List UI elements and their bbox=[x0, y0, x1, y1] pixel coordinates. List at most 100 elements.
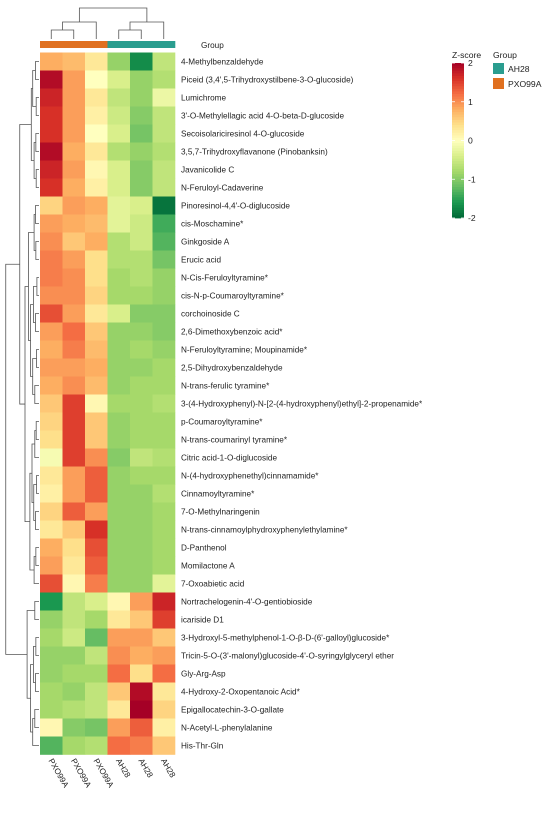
heatmap-cell bbox=[85, 592, 108, 611]
row-label: Epigallocatechin-3-O-gallate bbox=[181, 706, 284, 715]
heatmap-cell bbox=[40, 538, 63, 557]
heatmap-cell bbox=[85, 232, 108, 251]
heatmap-cell bbox=[130, 736, 153, 755]
group-legend-swatch bbox=[493, 63, 504, 74]
heatmap-cell bbox=[107, 124, 131, 143]
heatmap-cell bbox=[85, 160, 108, 179]
heatmap-cell bbox=[130, 232, 153, 251]
heatmap-cell bbox=[85, 628, 108, 647]
colorbar-step bbox=[452, 135, 464, 139]
heatmap-cell bbox=[40, 430, 63, 449]
heatmap-cell bbox=[40, 124, 63, 143]
heatmap-cell bbox=[130, 700, 153, 719]
colorbar-step bbox=[452, 153, 464, 157]
colorbar-tick-label: 2 bbox=[468, 58, 473, 68]
heatmap-cell bbox=[40, 88, 63, 107]
dendro-branch bbox=[35, 313, 39, 332]
colorbar-step bbox=[452, 65, 464, 69]
dendro-branch bbox=[129, 21, 165, 39]
colorbar-step bbox=[452, 137, 464, 141]
heatmap-cell bbox=[130, 520, 153, 539]
heatmap-cell bbox=[62, 700, 86, 719]
dendro-branch bbox=[36, 475, 39, 494]
heatmap-cell bbox=[62, 52, 86, 71]
heatmap-cell bbox=[152, 430, 176, 449]
heatmap-cell bbox=[107, 196, 131, 215]
row-label: icariside D1 bbox=[181, 616, 224, 625]
heatmap-cell bbox=[130, 448, 153, 467]
column-dendrogram bbox=[50, 7, 165, 39]
heatmap-cell bbox=[107, 412, 131, 431]
heatmap-cell bbox=[107, 466, 131, 485]
heatmap-cell bbox=[107, 88, 131, 107]
dendro-branch bbox=[35, 547, 39, 566]
row-label: Citric acid-1-O-diglucoside bbox=[181, 454, 277, 463]
heatmap-cell bbox=[85, 574, 108, 593]
row-label: p-Coumaroyltyramine* bbox=[181, 418, 263, 427]
dendro-branch bbox=[35, 205, 39, 224]
heatmap-cell bbox=[152, 142, 176, 161]
column-label: PXO99A bbox=[69, 757, 93, 790]
dendro-branch bbox=[34, 601, 39, 620]
row-label: Gly-Arg-Asp bbox=[181, 670, 226, 679]
heatmap-cell bbox=[107, 250, 131, 269]
colorbar-step bbox=[452, 130, 464, 134]
heatmap-cell bbox=[62, 430, 86, 449]
heatmap-cell bbox=[85, 196, 108, 215]
heatmap-cell bbox=[107, 538, 131, 557]
heatmap-cell bbox=[40, 232, 63, 251]
column-label: AH28 bbox=[159, 757, 177, 780]
colorbar-step bbox=[452, 106, 464, 110]
heatmap-cell bbox=[130, 52, 153, 71]
colorbar-step bbox=[452, 192, 464, 196]
group-bar-segment bbox=[152, 41, 176, 48]
heatmap-cell bbox=[85, 736, 108, 755]
row-label: Momilactone A bbox=[181, 562, 235, 571]
heatmap-cell bbox=[62, 646, 86, 665]
heatmap-cell bbox=[62, 196, 86, 215]
row-label: 3'-O-Methylellagic acid 4-O-beta-D-gluco… bbox=[181, 112, 345, 121]
heatmap-cell bbox=[152, 376, 176, 395]
heatmap-cell bbox=[107, 70, 131, 89]
heatmap-cell bbox=[62, 412, 86, 431]
heatmap-cell bbox=[40, 358, 63, 377]
heatmap-cell bbox=[85, 268, 108, 287]
heatmap-cell bbox=[40, 484, 63, 503]
heatmap-cell bbox=[130, 412, 153, 431]
group-bar-segment bbox=[130, 41, 153, 48]
colorbar-step bbox=[452, 150, 464, 154]
colorbar-step bbox=[452, 73, 464, 77]
colorbar-step bbox=[452, 109, 464, 113]
group-legend-items: AH28 PXO99A bbox=[493, 63, 542, 89]
heatmap-cell bbox=[107, 610, 131, 629]
heatmap-cell bbox=[40, 610, 63, 629]
heatmap-cell bbox=[40, 736, 63, 755]
row-label: N-trans-cinnamoylphydroxyphenylethylamin… bbox=[181, 526, 348, 535]
colorbar-step bbox=[452, 117, 464, 121]
heatmap-cell bbox=[107, 232, 131, 251]
colorbar-step bbox=[452, 189, 464, 193]
row-label: Erucic acid bbox=[181, 256, 221, 265]
heatmap-cell bbox=[130, 376, 153, 395]
heatmap-cell bbox=[152, 52, 176, 71]
colorbar-step bbox=[452, 78, 464, 82]
heatmap-cell bbox=[62, 484, 86, 503]
colorbar-step bbox=[452, 127, 464, 131]
colorbar-step bbox=[452, 96, 464, 100]
dendro-branch bbox=[24, 286, 30, 523]
colorbar-step bbox=[452, 143, 464, 147]
colorbar-step bbox=[452, 114, 464, 118]
row-label: 2,5-Dihydroxybenzaldehyde bbox=[181, 364, 283, 373]
dendro-branch bbox=[35, 637, 39, 656]
colorbar-step bbox=[452, 156, 464, 159]
colorbar-step bbox=[452, 75, 464, 79]
heatmap-cell bbox=[85, 124, 108, 143]
heatmap-cell bbox=[107, 718, 131, 737]
heatmap-cell bbox=[130, 430, 153, 449]
heatmap-cell bbox=[107, 682, 131, 701]
group-legend-swatch bbox=[493, 78, 504, 89]
dendro-branch bbox=[35, 61, 39, 80]
heatmap-cell bbox=[40, 70, 63, 89]
heatmap-cell bbox=[85, 340, 108, 359]
heatmap-cell bbox=[62, 70, 86, 89]
